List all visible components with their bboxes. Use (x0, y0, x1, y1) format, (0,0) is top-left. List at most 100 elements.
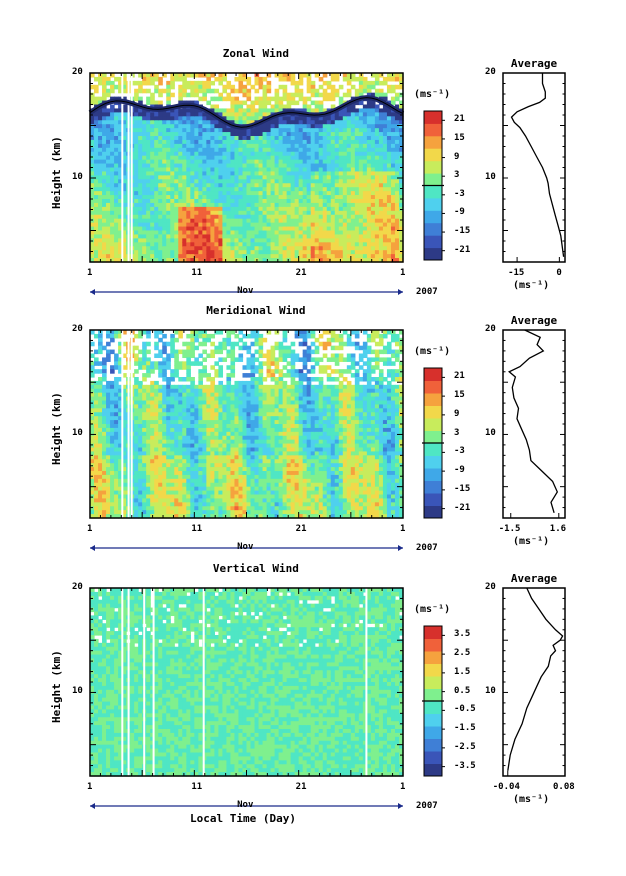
heatmap-cell (278, 254, 284, 259)
heatmap-cell (314, 147, 320, 153)
heatmap-cell (190, 337, 195, 343)
heatmap-cell (158, 128, 163, 133)
heatmap-cell (154, 187, 159, 192)
heatmap-cell (362, 163, 368, 169)
heatmap-cell (294, 234, 300, 239)
heatmap-cell (326, 238, 332, 243)
heatmap-cell (370, 250, 376, 255)
heatmap-cell (190, 459, 195, 464)
heatmap-cell (398, 214, 404, 220)
heatmap-cell (114, 357, 119, 362)
heatmap-cell (134, 369, 139, 374)
heatmap-cell (174, 226, 179, 232)
heatmap-cell (218, 151, 224, 157)
heatmap-cell (90, 116, 95, 121)
heatmap-cell (330, 246, 336, 251)
heatmap-cell (226, 396, 232, 402)
heatmap-cell (134, 510, 139, 515)
heatmap-cell (182, 234, 187, 239)
heatmap-cell (266, 234, 272, 239)
heatmap-cell (250, 147, 256, 153)
heatmap-cell (190, 416, 195, 421)
heatmap-cell (390, 132, 396, 137)
heatmap-cell (294, 250, 300, 255)
heatmap-cell (322, 242, 328, 247)
heatmap-cell (274, 132, 280, 137)
heatmap-cell (274, 108, 280, 113)
heatmap-cell (198, 195, 203, 200)
heatmap-cell (338, 187, 344, 192)
heatmap-cell (274, 155, 280, 161)
heatmap-cell (134, 242, 139, 247)
heatmap-cell (178, 424, 183, 429)
heatmap-cell (386, 214, 392, 220)
heatmap-cell (342, 226, 348, 232)
heatmap-cell (218, 416, 224, 421)
heatmap-cell (258, 195, 264, 200)
heatmap-cell (186, 365, 191, 370)
heatmap-cell (158, 490, 163, 496)
heatmap-cell (250, 246, 256, 251)
heatmap-cell (194, 443, 199, 449)
heatmap-cell (250, 136, 256, 141)
heatmap-cell (194, 218, 199, 224)
heatmap-cell (342, 202, 348, 208)
heatmap-cell (326, 191, 332, 196)
heatmap-cell (142, 175, 147, 180)
heatmap-cell (274, 214, 280, 220)
heatmap-cell (114, 246, 119, 251)
heatmap-cell (290, 136, 296, 141)
heatmap-cell (122, 80, 127, 86)
heatmap-cell (214, 202, 220, 208)
heatmap-cell (374, 124, 380, 129)
heatmap-cell (90, 124, 95, 129)
heatmap-cell (190, 136, 195, 141)
heatmap-cell (142, 230, 147, 236)
heatmap-cell (254, 163, 260, 169)
heatmap-cell (346, 112, 352, 117)
heatmap-cell (358, 136, 364, 141)
heatmap-cell (326, 116, 332, 121)
heatmap-cell (94, 400, 99, 406)
heatmap-cell (166, 92, 171, 98)
heatmap-cell (110, 242, 115, 247)
heatmap-cell (158, 365, 163, 370)
heatmap-cell (90, 191, 95, 196)
heatmap-cell (150, 100, 155, 106)
heatmap-cell (370, 191, 376, 196)
heatmap-cell (170, 234, 175, 239)
heatmap-cell (218, 357, 224, 362)
heatmap-cell (310, 100, 316, 106)
heatmap-cell (274, 139, 280, 145)
heatmap-cell (310, 191, 316, 196)
heatmap-cell (334, 218, 340, 224)
heatmap-cell (198, 373, 203, 378)
heatmap-cell (154, 210, 159, 216)
heatmap-cell (198, 147, 203, 153)
heatmap-cell (162, 443, 167, 449)
heatmap-cell (342, 92, 348, 98)
heatmap-cell (382, 163, 388, 169)
heatmap-cell (270, 258, 276, 263)
heatmap-cell (226, 151, 232, 157)
heatmap-cell (154, 183, 159, 188)
heatmap-cell (246, 242, 252, 247)
heatmap-cell (186, 163, 191, 169)
heatmap-cell (94, 155, 99, 161)
heatmap-cell (302, 147, 308, 153)
heatmap-cell (386, 128, 392, 133)
heatmap-cell (162, 250, 167, 255)
heatmap-cell (98, 490, 103, 496)
heatmap-cell (218, 76, 224, 82)
heatmap-cell (198, 451, 203, 456)
heatmap-cell (106, 416, 111, 421)
heatmap-cell (162, 396, 167, 402)
heatmap-cell (138, 427, 143, 433)
heatmap-cell (170, 400, 175, 406)
heatmap-cell (174, 392, 179, 398)
heatmap-cell (150, 431, 155, 437)
heatmap-cell (202, 510, 207, 515)
heatmap-cell (206, 451, 211, 456)
heatmap-cell (118, 76, 123, 82)
heatmap-cell (162, 167, 167, 173)
